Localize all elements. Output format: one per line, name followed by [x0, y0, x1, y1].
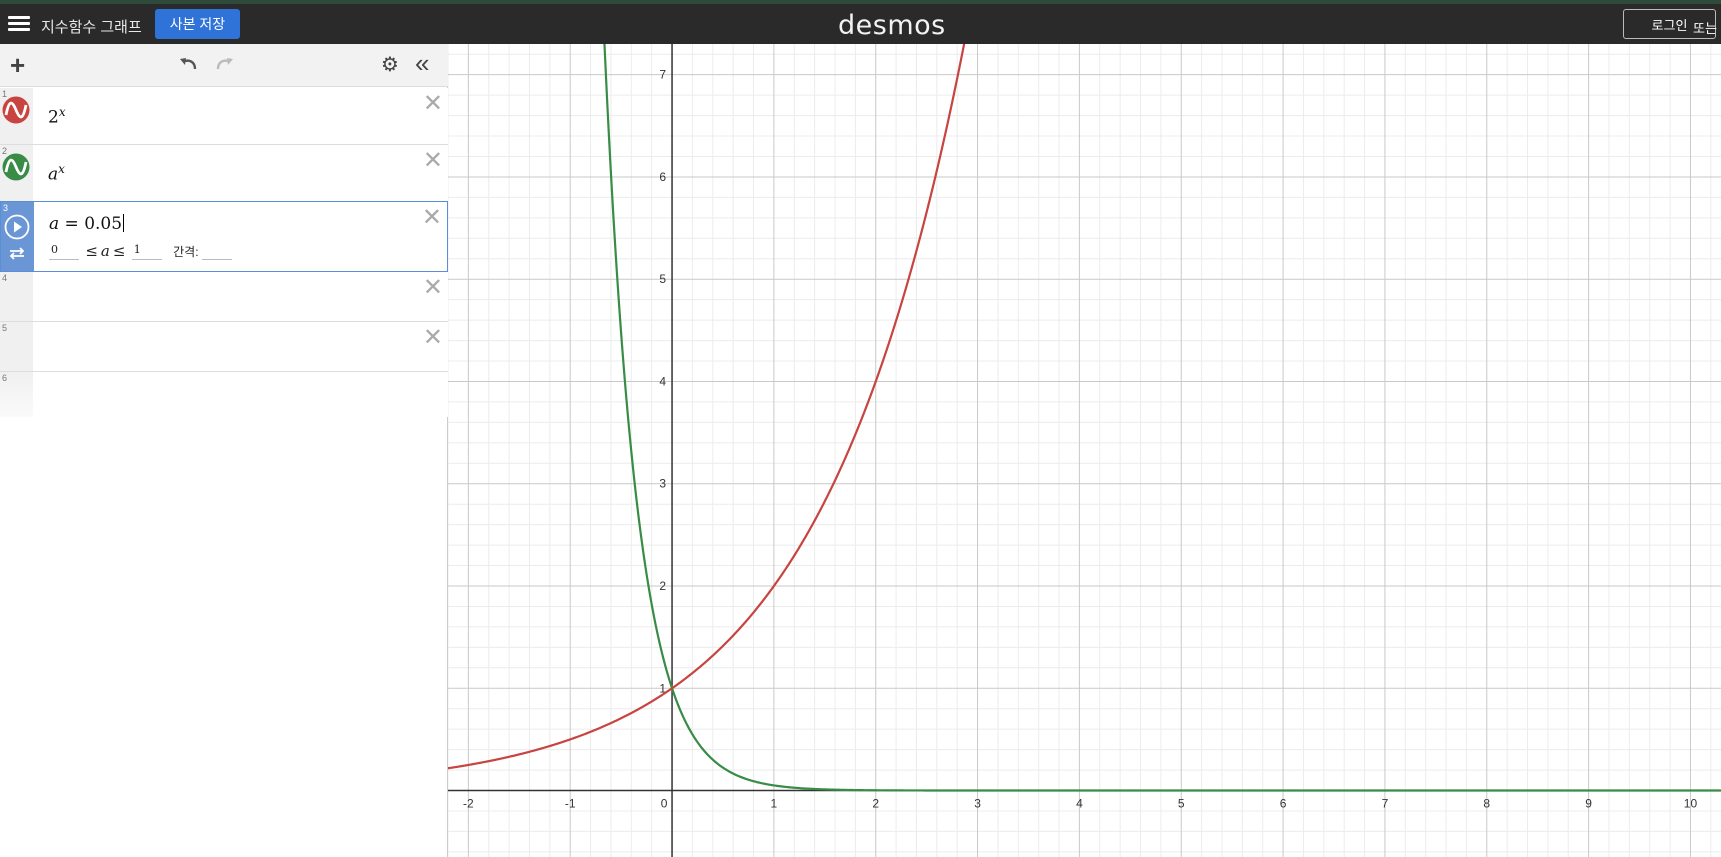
- x-tick-label: -2: [463, 797, 474, 811]
- graph-color-icon[interactable]: [2, 96, 30, 124]
- y-tick-label: 5: [659, 272, 666, 286]
- expression-gutter: 1: [0, 88, 33, 144]
- y-tick-label: 3: [659, 477, 666, 491]
- top-bar: 지수함수 그래프 사본 저장 desmos 로그인 또는: [0, 0, 1721, 44]
- step-label: 간격:: [173, 244, 199, 259]
- y-tick-label: 6: [659, 170, 666, 184]
- expression-index: 2: [2, 146, 8, 156]
- equals-sign: =: [64, 214, 79, 234]
- x-tick-label: 4: [1076, 797, 1083, 811]
- y-tick-label: 2: [659, 579, 666, 593]
- major-gridlines: [448, 44, 1721, 857]
- le-sign: ≤: [85, 242, 98, 260]
- collapse-panel-icon[interactable]: «: [415, 48, 430, 78]
- slider-max-input[interactable]: 1: [131, 243, 162, 260]
- delete-expression-icon[interactable]: ✕: [421, 204, 442, 231]
- y-tick-label: 4: [659, 374, 666, 388]
- graph-color-icon[interactable]: [2, 153, 30, 181]
- redo-icon[interactable]: [213, 55, 235, 78]
- expression-toolbar: + ⚙ «: [0, 44, 448, 87]
- expression-gutter: 6: [0, 372, 33, 417]
- x-tick-label: 8: [1483, 797, 1490, 811]
- or-text: 또는: [1693, 21, 1717, 36]
- expression-index: 5: [2, 323, 8, 333]
- x-tick-label: 5: [1178, 797, 1185, 811]
- expression-index: 3: [3, 203, 9, 213]
- x-tick-label: 3: [974, 797, 981, 811]
- expression-gutter: 3: [1, 202, 34, 271]
- menu-icon[interactable]: [8, 14, 30, 34]
- graph-paper[interactable]: -2 -1 0 1 2 3 4 5 6 7 8 9 10 1 2 3 4 5 6 7: [448, 44, 1721, 857]
- expression-item-1[interactable]: 1 2x ✕: [0, 88, 448, 145]
- delete-expression-icon[interactable]: ✕: [422, 324, 443, 351]
- expression-latex[interactable]: 2x: [48, 105, 66, 128]
- exponent: x: [58, 105, 66, 119]
- graph-canvas[interactable]: -2 -1 0 1 2 3 4 5 6 7 8 9 10 1 2 3 4 5 6 7: [448, 44, 1721, 857]
- graph-title[interactable]: 지수함수 그래프: [41, 19, 142, 36]
- expression-index: 1: [2, 89, 8, 99]
- expression-item-5[interactable]: 5 ✕: [0, 322, 448, 372]
- loop-mode-icon[interactable]: [8, 246, 26, 265]
- x-tick-label: 0: [661, 797, 668, 811]
- expression-index: 4: [2, 273, 8, 283]
- play-slider-icon[interactable]: [3, 213, 31, 241]
- axes: [448, 44, 1721, 857]
- expression-gutter: 5: [0, 322, 33, 371]
- x-tick-label: -1: [565, 797, 576, 811]
- x-tick-label: 6: [1280, 797, 1287, 811]
- tick-labels: -2 -1 0 1 2 3 4 5 6 7 8 9 10 1 2 3 4 5 6 7: [463, 68, 1697, 811]
- x-tick-label: 1: [771, 797, 778, 811]
- minor-gridlines: [448, 44, 1721, 857]
- slider-expression-latex[interactable]: a = 0.05: [49, 214, 125, 234]
- x-tick-label: 2: [872, 797, 879, 811]
- expression-index: 6: [2, 373, 8, 383]
- expression-item-2[interactable]: 2 ax ✕: [0, 145, 448, 202]
- desmos-logo: desmos: [838, 10, 946, 41]
- le-sign: ≤: [112, 242, 126, 260]
- expression-gutter: 4: [0, 272, 33, 321]
- y-tick-label: 1: [659, 681, 666, 695]
- text-cursor: [123, 214, 125, 232]
- delete-expression-icon[interactable]: ✕: [422, 147, 443, 174]
- exponent: x: [58, 162, 65, 176]
- expression-item-6[interactable]: 6: [0, 372, 448, 417]
- login-button[interactable]: 로그인: [1623, 9, 1716, 39]
- x-tick-label: 9: [1585, 797, 1592, 811]
- slider-step-input[interactable]: [201, 243, 232, 260]
- curve-2-pow-x: [448, 44, 966, 770]
- slider-min-input[interactable]: 0: [49, 243, 79, 260]
- slider-variable-label: a: [100, 242, 110, 260]
- base: a: [48, 164, 59, 185]
- slider-limits: 0 ≤ a ≤ 1 간격:: [49, 242, 232, 260]
- save-copy-button[interactable]: 사본 저장: [155, 9, 240, 39]
- base: 2: [48, 107, 59, 128]
- slider-value: 0.05: [84, 214, 123, 234]
- add-item-icon[interactable]: +: [10, 50, 26, 80]
- delete-expression-icon[interactable]: ✕: [422, 274, 443, 301]
- delete-expression-icon[interactable]: ✕: [422, 90, 443, 117]
- expression-gutter: 2: [0, 145, 33, 201]
- undo-icon[interactable]: [178, 55, 200, 78]
- expression-latex[interactable]: ax: [48, 162, 65, 185]
- curve-a-pow-x: [603, 44, 1721, 792]
- expression-item-3-slider[interactable]: 3 a = 0.05 0 ≤ a ≤ 1 간격:: [0, 201, 448, 272]
- expression-item-4[interactable]: 4 ✕: [0, 272, 448, 322]
- settings-gear-icon[interactable]: ⚙: [381, 54, 399, 76]
- expression-panel: + ⚙ « 1 2x ✕ 2: [0, 44, 448, 857]
- x-tick-label: 10: [1684, 797, 1698, 811]
- x-tick-label: 7: [1382, 797, 1389, 811]
- slider-variable: a: [49, 214, 60, 234]
- y-tick-label: 7: [659, 68, 666, 82]
